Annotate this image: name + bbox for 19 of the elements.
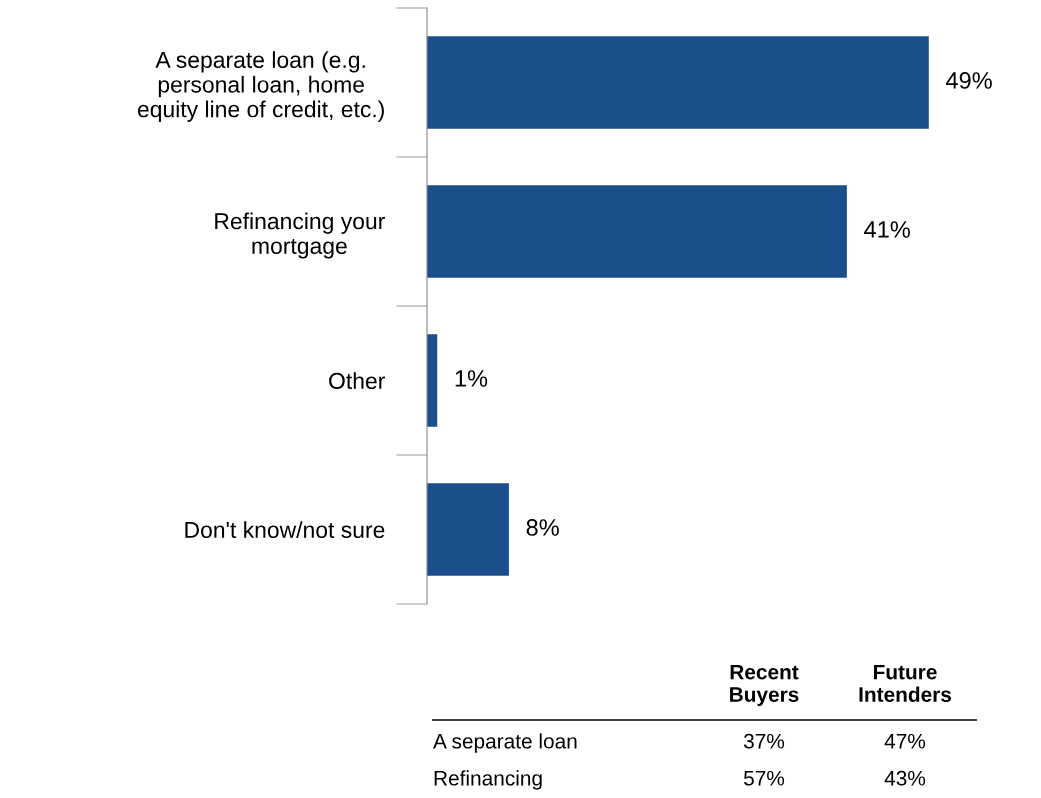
y-tick-label: Refinancing your mortgage <box>215 212 385 259</box>
data-label: 1% <box>455 370 488 387</box>
y-tick-label: Other <box>329 372 385 390</box>
bar <box>427 36 929 129</box>
category-label: Refinancing <box>434 770 542 790</box>
data-label: 37% <box>743 733 785 749</box>
y-tick-label: A separate loan (e.g. personal loan, home equity line of credit, etc.) <box>137 51 384 122</box>
data-label: 49% <box>945 72 992 89</box>
data-label: 41% <box>864 221 910 238</box>
bar <box>427 185 847 278</box>
data-label: 47% <box>884 733 926 749</box>
text: Future Intenders <box>859 664 952 702</box>
category-label: A separate loan <box>433 733 577 753</box>
data-label: 8% <box>526 519 559 536</box>
data-label: 43% <box>884 770 926 786</box>
y-tick-label: Don't know/not sure <box>185 521 385 539</box>
data-label: 57% <box>743 770 785 786</box>
bar <box>427 483 509 576</box>
text: Recent Buyers <box>730 664 799 706</box>
